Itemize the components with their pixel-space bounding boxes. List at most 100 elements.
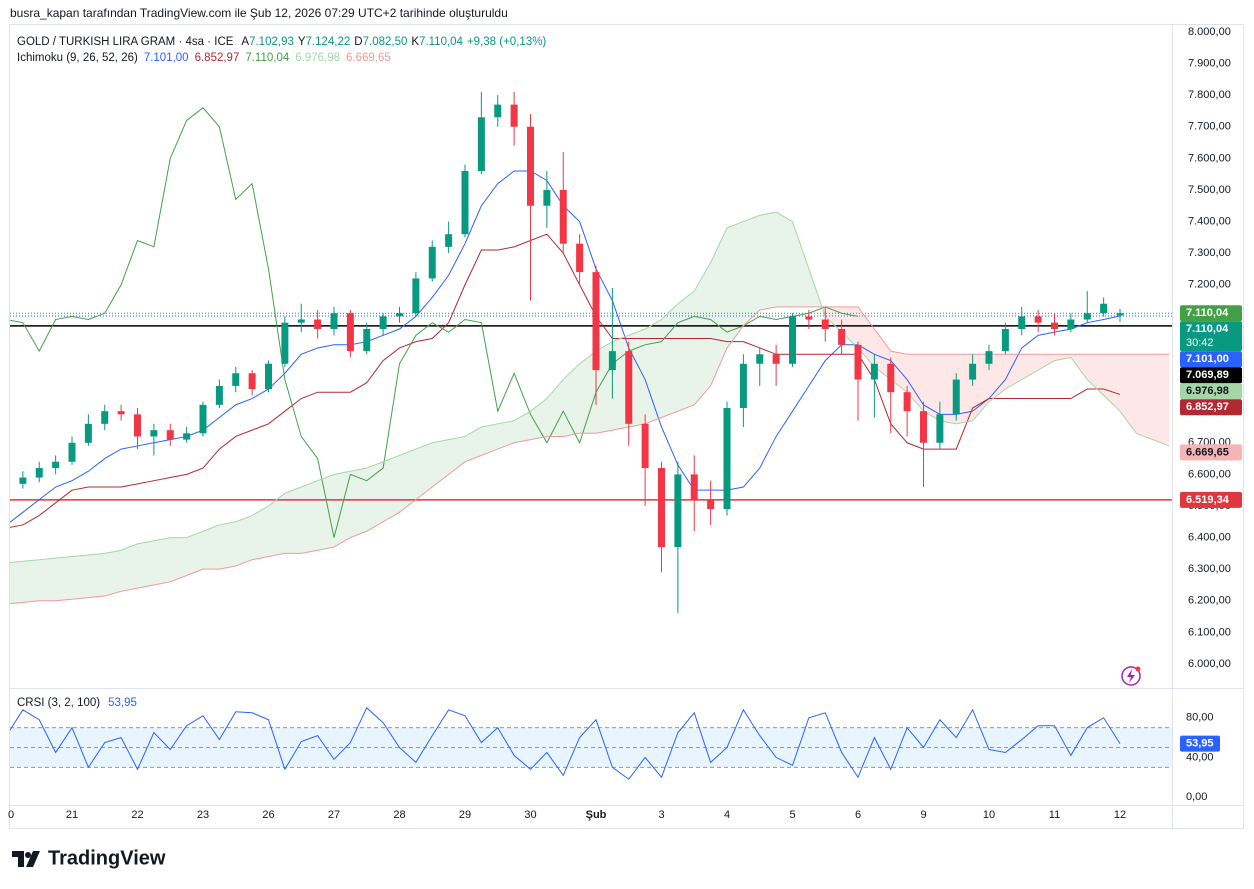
candle-body [723, 408, 731, 510]
ohlc-value: 7.082,50 [363, 36, 408, 48]
price-label-box [1180, 305, 1242, 322]
cloud-fill [170, 537, 187, 582]
x-tick-label: 29 [459, 809, 471, 821]
candle-body [314, 319, 322, 330]
candle-body [363, 329, 371, 352]
y-tick-label: 6.400,00 [1188, 531, 1231, 543]
candle-body [215, 385, 223, 405]
candle-body [805, 316, 813, 320]
price-label-box [1180, 321, 1242, 352]
indicator-title: CRSI (3, 2, 100) [17, 697, 100, 709]
candle-body [789, 316, 796, 364]
indicator-value: 6.976,98 [295, 52, 340, 64]
cloud-fill [235, 515, 253, 567]
cloud-fill [1103, 354, 1120, 412]
candle-body [461, 170, 469, 235]
ohlc-label: A [241, 36, 249, 48]
candle-body [134, 414, 141, 437]
candle-body [166, 430, 174, 440]
cloud-fill [121, 543, 138, 592]
price-label-box [1180, 399, 1242, 416]
candle-body [19, 477, 27, 484]
candle-body [101, 411, 109, 424]
candle-body [903, 392, 911, 412]
x-tick-label: 0 [8, 809, 14, 821]
cloud-fill [399, 449, 416, 513]
cloud-fill [448, 436, 465, 475]
price-label: 7.110,04 [1186, 323, 1229, 335]
indicator-value: 7.101,00 [144, 52, 189, 64]
cloud-fill [661, 303, 678, 418]
cloud-fill [301, 480, 318, 554]
indicator-line [10, 211, 1170, 564]
price-label: 6.669,65 [1186, 446, 1229, 458]
y-tick-label: 6.300,00 [1188, 563, 1231, 575]
candle-body [887, 363, 895, 393]
candle-body [52, 461, 60, 469]
indicator-pane [10, 707, 1172, 780]
price-label: 6.976,98 [1186, 385, 1229, 397]
indicator-line [10, 306, 1170, 605]
y-tick-label: 40,00 [1186, 751, 1214, 763]
candle-body [396, 313, 403, 317]
cloud-fill [907, 354, 924, 412]
cloud-fill [284, 487, 302, 554]
candle-body [494, 104, 502, 118]
candle-body [576, 243, 584, 273]
x-tick-label: 12 [1114, 809, 1126, 821]
cloud-fill [989, 354, 1006, 402]
candle-body [412, 278, 420, 314]
x-tick-label: 10 [983, 809, 995, 821]
y-tick-label: 7.500,00 [1188, 184, 1231, 196]
x-tick-label: 23 [197, 809, 209, 821]
y-tick-label: 7.200,00 [1188, 279, 1231, 291]
cloud-fill [252, 505, 269, 560]
price-label-box [1180, 383, 1242, 400]
cloud-fill [956, 354, 973, 424]
cloud-fill [612, 335, 629, 431]
cloud-fill [39, 558, 56, 601]
x-tick-label: 9 [920, 809, 926, 821]
x-tick-label: 28 [393, 809, 405, 821]
value-label-box [1180, 735, 1220, 752]
indicator-line [10, 707, 1121, 780]
alert-icon [1121, 666, 1141, 686]
price-label-box [1180, 351, 1242, 368]
price-label: 7.101,00 [1186, 353, 1229, 365]
ohlc-label: Y [298, 36, 306, 48]
candle-body [527, 126, 534, 206]
brand: TradingView [48, 847, 166, 869]
cloud-fill [481, 423, 498, 456]
ohlc-label: D [354, 36, 362, 48]
candle-body [1001, 329, 1009, 352]
candle-body [707, 499, 715, 510]
cloud-fill [366, 461, 384, 532]
candle-body [477, 117, 485, 171]
candle-body [68, 442, 76, 462]
candle-body [346, 313, 354, 352]
cloud-fill [1152, 354, 1170, 446]
candle-body [445, 234, 453, 247]
candle-body [330, 313, 338, 330]
cloud-fill [776, 212, 793, 307]
main-pane [10, 91, 1172, 614]
y-tick-label: 7.800,00 [1188, 89, 1231, 101]
y-tick-label: 6.100,00 [1188, 626, 1231, 638]
candle-body [232, 373, 240, 386]
x-tick-label: 26 [262, 809, 274, 821]
cloud-fill [874, 329, 891, 380]
y-tick-label: 0,00 [1186, 791, 1207, 803]
ohlc-value: 7.124,22 [306, 36, 351, 48]
candle-body [510, 104, 518, 127]
cloud-fill [55, 556, 72, 601]
indicator-line [10, 107, 859, 538]
price-label-box [1180, 491, 1242, 508]
cloud-fill [203, 524, 220, 570]
cloud-fill [137, 540, 154, 589]
price-label-box [1180, 444, 1242, 461]
candle-body [1100, 303, 1108, 314]
symbol-legend: GOLD / TURKISH LIRA GRAM · 4sa · ICE A7.1… [17, 36, 546, 48]
cloud-fill [497, 420, 515, 450]
cloud-fill [1005, 354, 1022, 390]
candle-body [821, 319, 829, 330]
